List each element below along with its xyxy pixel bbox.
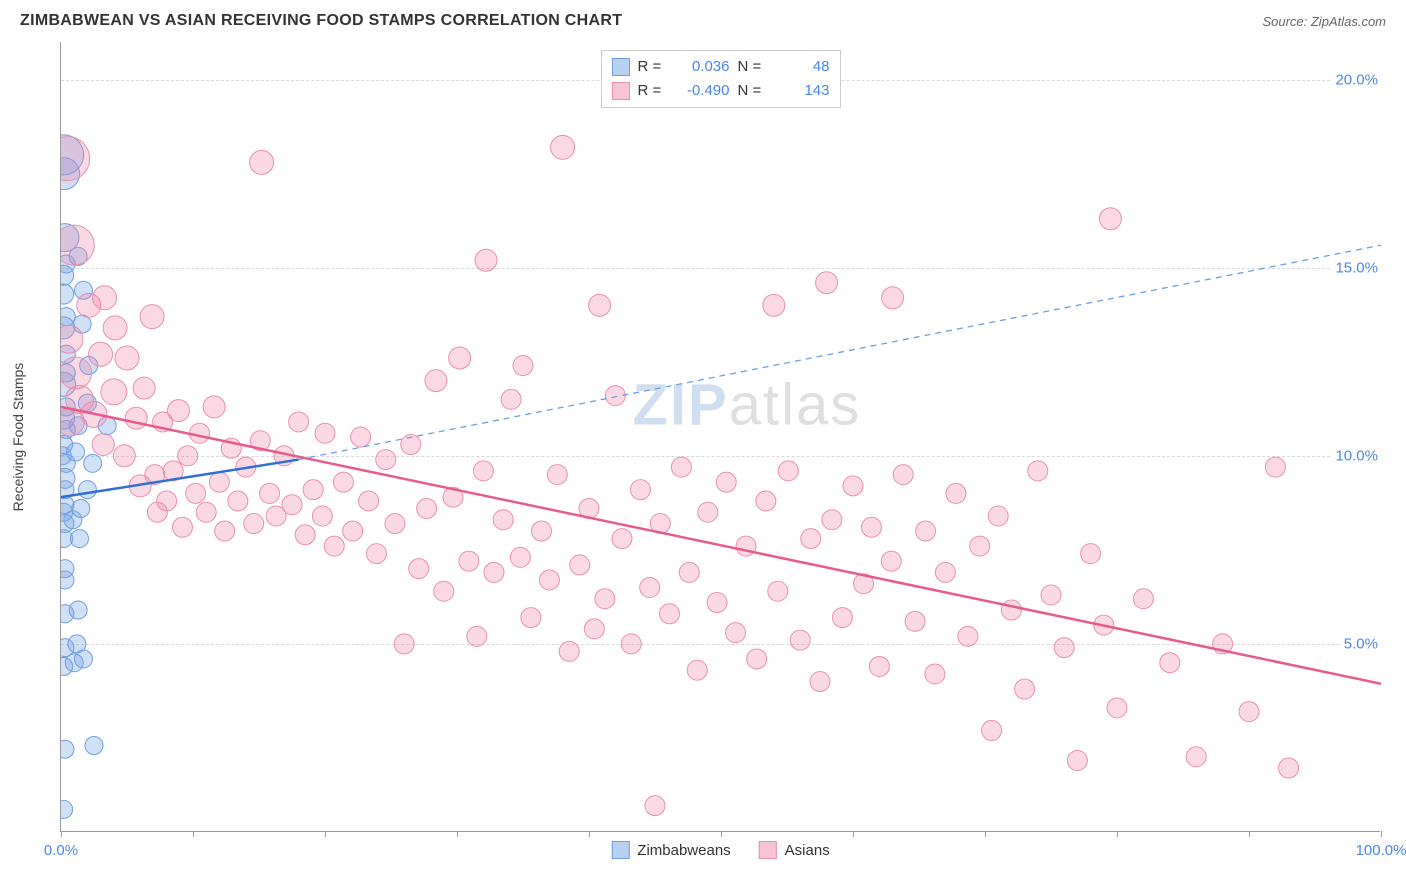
plot-svg — [61, 42, 1381, 832]
stats-legend: R = 0.036 N = 48 R = -0.490 N = 143 — [601, 50, 841, 108]
r-value-asians: -0.490 — [674, 79, 730, 103]
r-label: R = — [638, 55, 666, 79]
legend-label-zimbabweans: Zimbabweans — [637, 842, 730, 859]
legend-label-asians: Asians — [785, 842, 830, 859]
chart-header: ZIMBABWEAN VS ASIAN RECEIVING FOOD STAMP… — [0, 0, 1406, 36]
r-label: R = — [638, 79, 666, 103]
chart-source: Source: ZipAtlas.com — [1262, 14, 1386, 29]
n-value-asians: 143 — [774, 79, 830, 103]
legend-item-zimbabweans: Zimbabweans — [611, 841, 730, 859]
n-value-zimbabweans: 48 — [774, 55, 830, 79]
swatch-asians — [612, 82, 630, 100]
stats-row-asians: R = -0.490 N = 143 — [612, 79, 830, 103]
x-tick-label: 100.0% — [1356, 842, 1406, 859]
legend-swatch-asians — [759, 841, 777, 859]
n-label: N = — [738, 55, 766, 79]
plot-area: ZIPatlas R = 0.036 N = 48 R = -0.490 N =… — [60, 42, 1380, 832]
y-axis-label: Receiving Food Stamps — [10, 363, 26, 512]
r-value-zimbabweans: 0.036 — [674, 55, 730, 79]
legend-swatch-zimbabweans — [611, 841, 629, 859]
swatch-zimbabweans — [612, 58, 630, 76]
stats-row-zimbabweans: R = 0.036 N = 48 — [612, 55, 830, 79]
x-tick-label: 0.0% — [44, 842, 78, 859]
x-tick — [1381, 831, 1382, 837]
chart-container: Receiving Food Stamps ZIPatlas R = 0.036… — [60, 42, 1380, 832]
legend-item-asians: Asians — [759, 841, 830, 859]
n-label: N = — [738, 79, 766, 103]
series-legend: Zimbabweans Asians — [611, 841, 829, 859]
chart-title: ZIMBABWEAN VS ASIAN RECEIVING FOOD STAMP… — [20, 12, 622, 30]
